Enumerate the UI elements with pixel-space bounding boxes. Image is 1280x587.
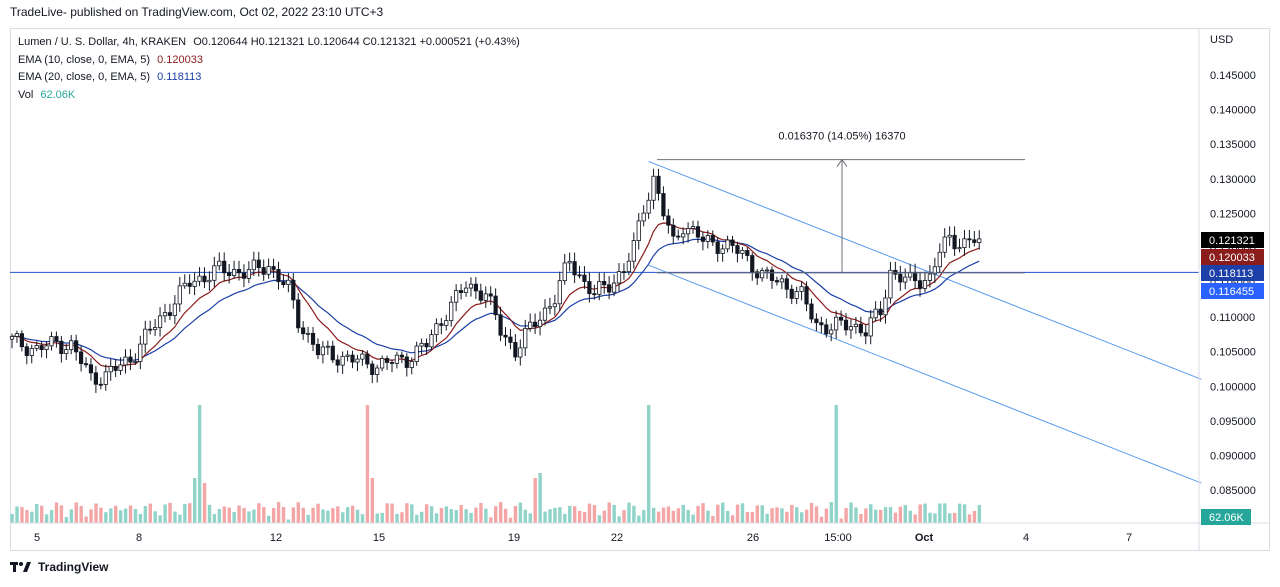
legend-ema10-row[interactable]: EMA (10, close, 0, EMA, 5) 0.120033 — [18, 52, 520, 70]
tradingview-brand[interactable]: TradingView — [10, 560, 108, 574]
ema20-label: EMA (20, close, 0, EMA, 5) — [18, 71, 151, 83]
tradingview-logo-icon — [10, 562, 31, 572]
vol-value: 62.06K — [40, 88, 76, 101]
chart-legend: Lumen / U. S. Dollar, 4h, KRAKEN O0.1206… — [18, 34, 520, 104]
ema20-value: 0.118113 — [157, 71, 202, 83]
legend-ema20-row[interactable]: EMA (20, close, 0, EMA, 5) 0.118113 — [18, 69, 520, 87]
ohlc-values: O0.120644 H0.121321 L0.120644 C0.121321 … — [193, 36, 520, 48]
ema10-value: 0.120033 — [157, 53, 204, 66]
ema10-label: EMA (10, close, 0, EMA, 5) — [18, 53, 151, 66]
published-info: TradeLive- published on TradingView.com,… — [10, 5, 384, 19]
legend-symbol-row: Lumen / U. S. Dollar, 4h, KRAKEN O0.1206… — [18, 34, 520, 52]
legend-vol-row[interactable]: Vol 62.06K — [18, 87, 520, 105]
currency-unit: USD — [1210, 34, 1234, 46]
symbol-name[interactable]: Lumen / U. S. Dollar, 4h, KRAKEN — [18, 36, 187, 48]
brand-name: TradingView — [38, 560, 109, 574]
chart-frame[interactable] — [10, 28, 1270, 551]
vol-label: Vol — [18, 88, 34, 101]
